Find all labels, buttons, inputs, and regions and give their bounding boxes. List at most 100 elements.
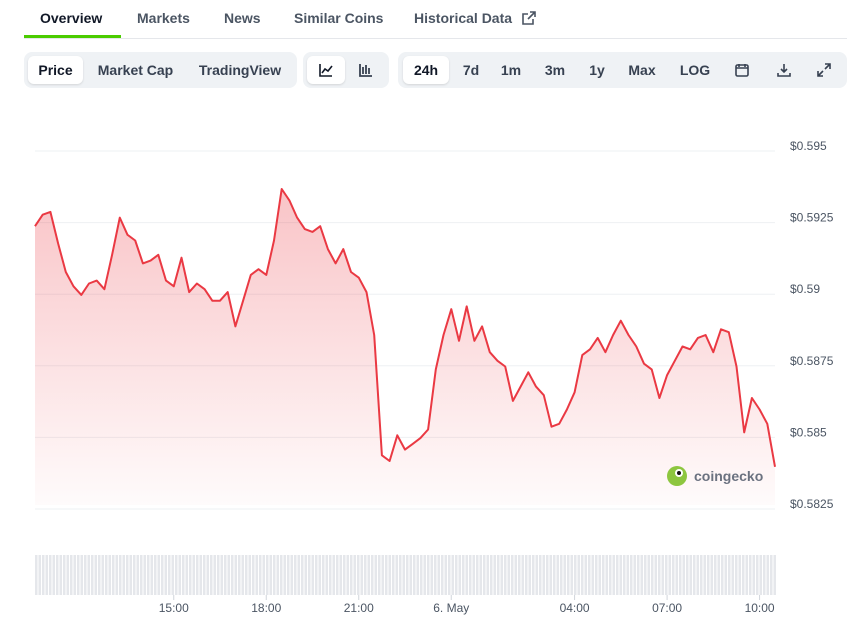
volume-bar — [521, 555, 524, 595]
y-tick-label: $0.595 — [790, 139, 827, 153]
range-button[interactable]: 1m — [500, 62, 522, 78]
volume-bar — [479, 555, 482, 595]
volume-bar — [392, 555, 395, 595]
volume-bar — [168, 555, 171, 595]
calendar-icon — [735, 64, 749, 77]
volume-bar — [462, 555, 465, 595]
volume-bar — [672, 555, 675, 595]
volume-bar — [525, 555, 528, 595]
volume-bar — [402, 555, 405, 595]
volume-bar — [591, 555, 594, 595]
volume-bar — [686, 555, 689, 595]
volume-bar — [301, 555, 304, 595]
volume-bar — [570, 555, 573, 595]
volume-bar — [542, 555, 545, 595]
volume-bar — [675, 555, 678, 595]
volume-bar — [500, 555, 503, 595]
volume-bar — [770, 555, 773, 595]
volume-bar — [350, 555, 353, 595]
volume-bar — [651, 555, 654, 595]
volume-bar — [640, 555, 643, 595]
volume-bar — [371, 555, 374, 595]
volume-bar — [595, 555, 598, 595]
volume-bar — [213, 555, 216, 595]
volume-bar — [434, 555, 437, 595]
volume-bar — [766, 555, 769, 595]
candle-chart-button[interactable] — [347, 56, 385, 84]
volume-bar — [304, 555, 307, 595]
tradingview-button[interactable]: TradingView — [198, 62, 282, 78]
volume-bar — [38, 555, 41, 595]
volume-bar — [752, 555, 755, 595]
volume-bar — [756, 555, 759, 595]
calendar-button[interactable] — [726, 56, 758, 84]
tab[interactable]: Overview — [40, 10, 103, 26]
y-tick-label: $0.59 — [790, 282, 820, 296]
chart-type-group: Price Market Cap TradingView — [24, 52, 297, 88]
volume-bar — [731, 555, 734, 595]
volume-bar — [493, 555, 496, 595]
volume-bar — [297, 555, 300, 595]
volume-bar — [210, 555, 213, 595]
volume-bar — [346, 555, 349, 595]
volume-bar — [388, 555, 391, 595]
volume-bar — [682, 555, 685, 595]
volume-bar — [276, 555, 279, 595]
range-button[interactable]: 1y — [589, 62, 605, 78]
volume-bar — [549, 555, 552, 595]
volume-bar — [689, 555, 692, 595]
volume-bar — [455, 555, 458, 595]
download-button[interactable] — [768, 56, 800, 84]
y-tick-label: $0.5825 — [790, 497, 834, 511]
volume-bar — [161, 555, 164, 595]
volume-bar — [360, 555, 363, 595]
line-chart-button[interactable] — [307, 56, 345, 84]
volume-bar — [507, 555, 510, 595]
volume-bar — [343, 555, 346, 595]
market-cap-button[interactable]: Market Cap — [97, 62, 174, 78]
volume-bar — [598, 555, 601, 595]
volume-bar — [126, 555, 129, 595]
volume-bar — [203, 555, 206, 595]
tab[interactable]: Historical Data — [414, 10, 513, 26]
volume-bar — [560, 555, 563, 595]
volume-bar — [703, 555, 706, 595]
volume-bar — [528, 555, 531, 595]
volume-bar — [416, 555, 419, 595]
expand-icon — [817, 63, 831, 77]
volume-bar — [724, 555, 727, 595]
volume-bar — [269, 555, 272, 595]
volume-bar — [539, 555, 542, 595]
volume-bar — [619, 555, 622, 595]
volume-bar — [280, 555, 283, 595]
volume-bar — [122, 555, 125, 595]
volume-bar — [535, 555, 538, 595]
volume-bar — [546, 555, 549, 595]
volume-bar — [248, 555, 251, 595]
volume-bar — [192, 555, 195, 595]
y-tick-label: $0.5925 — [790, 211, 834, 225]
volume-bar — [266, 555, 269, 595]
range-button[interactable]: 3m — [544, 62, 566, 78]
range-button[interactable]: 24h — [403, 56, 449, 84]
tab[interactable]: Markets — [137, 10, 190, 26]
volume-bar — [374, 555, 377, 595]
range-button[interactable]: 7d — [462, 62, 480, 78]
volume-bar — [140, 555, 143, 595]
volume-bar — [714, 555, 717, 595]
volume-bar — [437, 555, 440, 595]
tab[interactable]: News — [224, 10, 261, 26]
fullscreen-button[interactable] — [808, 56, 840, 84]
volume-bar — [157, 555, 160, 595]
range-button[interactable]: Max — [628, 62, 656, 78]
x-tick-label: 15:00 — [159, 601, 189, 615]
volume-bar — [654, 555, 657, 595]
x-tick-label: 04:00 — [560, 601, 590, 615]
volume-bar — [514, 555, 517, 595]
x-tick-label: 21:00 — [344, 601, 374, 615]
price-button[interactable]: Price — [28, 56, 83, 84]
volume-bar — [255, 555, 258, 595]
tab[interactable]: Similar Coins — [294, 10, 384, 26]
log-button[interactable]: LOG — [679, 62, 711, 78]
volume-bar — [77, 555, 80, 595]
